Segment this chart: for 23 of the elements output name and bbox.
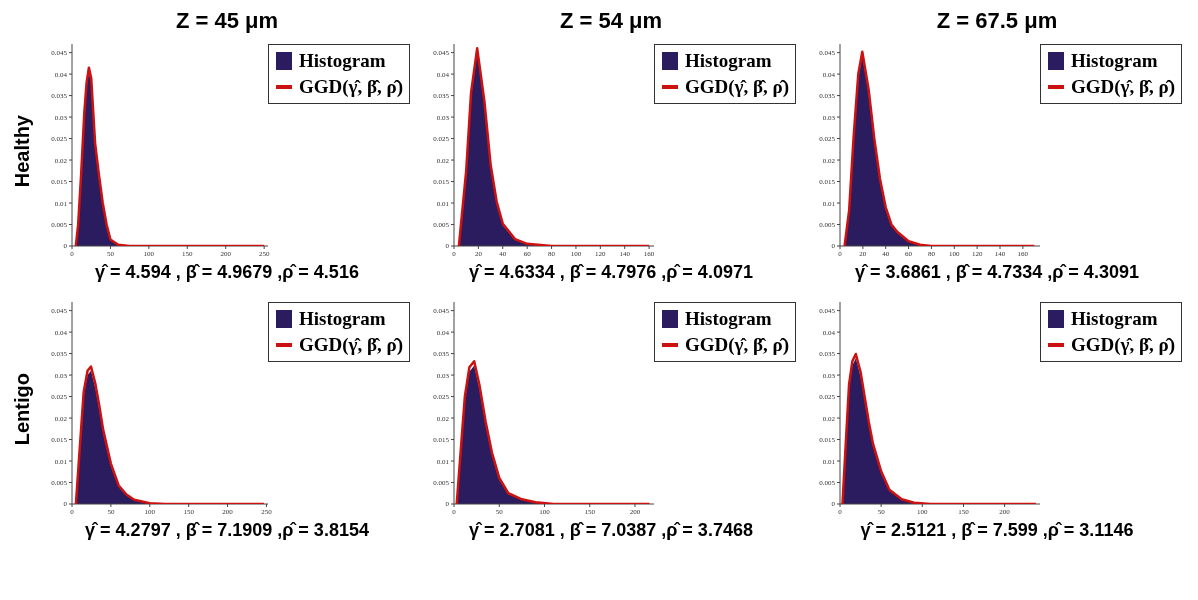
legend-label: GGD(γ̂, β̂, ρ̂) <box>1071 76 1175 98</box>
legend-label: Histogram <box>1071 50 1158 72</box>
legend-label: GGD(γ̂, β̂, ρ̂) <box>685 76 789 98</box>
legend-label: Histogram <box>299 50 386 72</box>
chart-title: Z = 54 μm <box>558 8 664 35</box>
x-axis-title: γ̂ = 3.6861 , β̂ = 4.7334 ,ρ̂ = 4.3091 <box>854 262 1140 284</box>
legend-label: GGD(γ̂, β̂, ρ̂) <box>299 76 403 98</box>
legend-label: Histogram <box>685 50 772 72</box>
chart-title: Z = 45 μm <box>174 8 280 35</box>
x-axis-title: γ̂ = 4.6334 , β̂ = 4.7976 ,ρ̂ = 4.0971 <box>468 262 754 284</box>
x-axis-title: γ̂ = 4.594 , β̂ = 4.9679 ,ρ̂ = 4.516 <box>94 262 360 284</box>
legend-label: GGD(γ̂, β̂, ρ̂) <box>299 334 403 356</box>
x-axis-title: γ̂ = 2.5121 , β̂ = 7.599 ,ρ̂ = 3.1146 <box>859 520 1135 542</box>
y-axis-title: Healthy <box>10 114 34 188</box>
legend-label: Histogram <box>1071 308 1158 330</box>
legend-label: GGD(γ̂, β̂, ρ̂) <box>1071 334 1175 356</box>
legend-label: Histogram <box>685 308 772 330</box>
x-axis-title: γ̂ = 2.7081 , β̂ = 7.0387 ,ρ̂ = 3.7468 <box>468 520 754 542</box>
chart-title: Z = 67.5 μm <box>935 8 1059 35</box>
legend-label: Histogram <box>299 308 386 330</box>
legend-label: GGD(γ̂, β̂, ρ̂) <box>685 334 789 356</box>
x-axis-title: γ̂ = 4.2797 , β̂ = 7.1909 ,ρ̂ = 3.8154 <box>84 520 370 542</box>
y-axis-title: Lentigo <box>10 372 34 446</box>
